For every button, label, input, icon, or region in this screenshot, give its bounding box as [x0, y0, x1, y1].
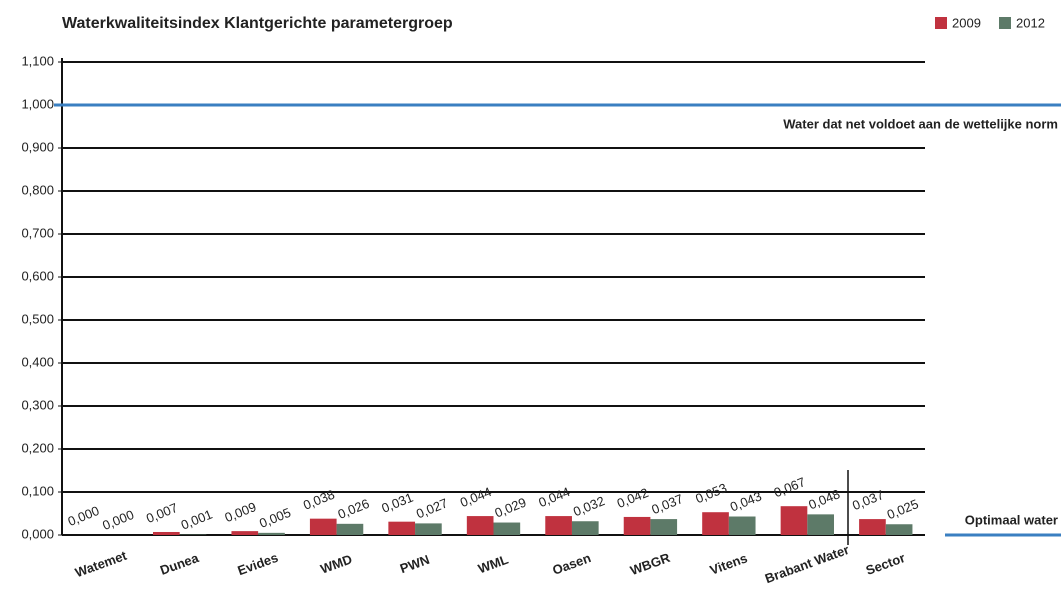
y-tick-label: 0,200	[21, 440, 54, 455]
x-tick-label: Sector	[864, 550, 907, 578]
y-tick-label: 0,100	[21, 483, 54, 498]
value-label: 0,029	[493, 494, 529, 520]
value-label: 0,026	[336, 496, 372, 522]
bar	[336, 523, 364, 535]
value-label: 0,031	[379, 490, 415, 516]
bar	[780, 506, 808, 535]
value-label: 0,044	[536, 484, 572, 510]
bar	[388, 521, 416, 535]
x-tick-label: WMD	[318, 551, 354, 576]
y-tick-label: 0,800	[21, 182, 54, 197]
x-tick-label: WBGR	[628, 550, 672, 578]
bar	[493, 522, 521, 535]
value-label: 0,025	[885, 496, 921, 522]
value-label: 0,044	[458, 484, 494, 510]
legend-label: 2012	[1016, 15, 1045, 30]
value-label: 0,053	[693, 480, 729, 506]
y-tick-label: 0,700	[21, 225, 54, 240]
bar	[309, 518, 337, 535]
x-tick-label: Vitens	[708, 550, 750, 577]
bar	[258, 532, 285, 535]
value-label: 0,067	[772, 474, 808, 500]
bar	[650, 519, 678, 535]
value-label: 0,007	[144, 500, 180, 526]
x-tick-label: WML	[476, 552, 510, 577]
legend-label: 2009	[952, 15, 981, 30]
value-label: 0,027	[414, 495, 450, 521]
value-label: 0,037	[649, 491, 685, 517]
x-tick-label: Dunea	[158, 550, 201, 578]
bar	[571, 521, 599, 535]
bar	[885, 524, 913, 535]
x-tick-label: Brabant Water	[763, 542, 851, 586]
y-tick-label: 0,400	[21, 354, 54, 369]
bar	[623, 516, 651, 535]
bar	[859, 519, 886, 535]
value-label: 0,037	[850, 487, 886, 513]
value-label: 0,032	[571, 493, 607, 519]
y-tick-label: 0,500	[21, 311, 54, 326]
bar	[415, 523, 442, 535]
value-label: 0,001	[179, 507, 215, 533]
y-tick-label: 0,300	[21, 397, 54, 412]
bar	[153, 531, 180, 535]
legend-swatch	[999, 17, 1011, 29]
x-tick-label: Evides	[236, 550, 281, 578]
bar	[728, 516, 756, 535]
x-tick-label: Oasen	[550, 550, 593, 578]
reference-label: Water dat net voldoet aan de wettelijke …	[783, 116, 1058, 131]
y-tick-label: 1,000	[21, 96, 54, 111]
x-tick-label: PWN	[398, 552, 432, 576]
value-label: 0,000	[100, 507, 136, 533]
bar	[545, 516, 572, 535]
y-tick-label: 0,600	[21, 268, 54, 283]
value-label: 0,038	[301, 487, 337, 513]
chart-title: Waterkwaliteitsindex Klantgerichte param…	[62, 15, 453, 32]
bar	[807, 514, 834, 535]
reference-label: Optimaal water	[965, 512, 1058, 527]
y-tick-label: 0,900	[21, 139, 54, 154]
value-label: 0,000	[66, 503, 102, 529]
value-label: 0,048	[806, 486, 842, 512]
y-tick-label: 0,000	[21, 526, 54, 541]
legend-swatch	[935, 17, 947, 29]
bar	[702, 512, 729, 535]
y-tick-label: 1,100	[21, 53, 54, 68]
value-label: 0,005	[257, 505, 293, 531]
x-tick-label: Watemet	[73, 548, 129, 581]
value-label: 0,042	[615, 485, 651, 511]
bar	[231, 531, 259, 535]
bar	[466, 516, 494, 535]
value-label: 0,009	[223, 499, 259, 525]
